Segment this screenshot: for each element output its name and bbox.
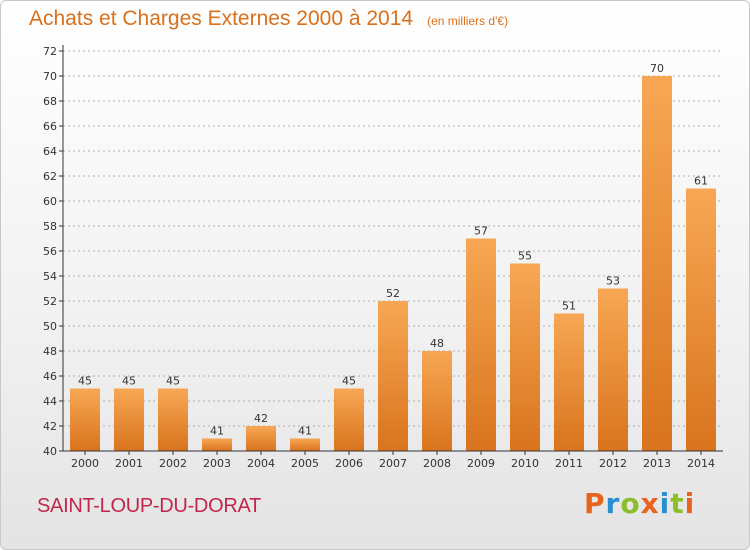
bar-2004 — [246, 426, 276, 451]
bar-2011 — [554, 313, 584, 451]
bars — [70, 76, 716, 451]
y-tick-label-48: 48 — [43, 345, 57, 358]
value-label-2002: 45 — [166, 375, 180, 388]
bar-2009 — [466, 238, 496, 451]
value-label-2003: 41 — [210, 425, 224, 438]
x-tick-label-2004: 2004 — [247, 457, 275, 470]
brand-letter: t — [670, 487, 685, 520]
value-label-2009: 57 — [474, 225, 488, 238]
bar-2013 — [642, 76, 672, 451]
x-tick-label-2010: 2010 — [511, 457, 539, 470]
bar-2002 — [158, 388, 188, 451]
y-tick-label-42: 42 — [43, 420, 57, 433]
value-label-2007: 52 — [386, 287, 400, 300]
value-label-2012: 53 — [606, 275, 620, 288]
value-label-2014: 61 — [694, 175, 708, 188]
y-tick-label-64: 64 — [43, 145, 57, 158]
labels: 40 42 44 46 48 50 52 54 56 58 60 62 64 66 68 70 72 2000 45… — [43, 45, 715, 470]
bar-2007 — [378, 301, 408, 451]
y-tick-label-72: 72 — [43, 45, 57, 58]
y-tick-label-60: 60 — [43, 195, 57, 208]
x-tick-label-2000: 2000 — [71, 457, 99, 470]
title-row: Achats et Charges Externes 2000 à 2014 (… — [29, 7, 508, 31]
x-tick-label-2009: 2009 — [467, 457, 495, 470]
bar-2000 — [70, 388, 100, 451]
value-label-2004: 42 — [254, 412, 268, 425]
brand-letter: o — [620, 487, 641, 520]
y-tick-label-44: 44 — [43, 395, 57, 408]
value-label-2010: 55 — [518, 250, 532, 263]
y-tick-label-68: 68 — [43, 95, 57, 108]
bar-2001 — [114, 388, 144, 451]
x-tick-label-2013: 2013 — [643, 457, 671, 470]
bar-2014 — [686, 188, 716, 451]
x-tick-label-2007: 2007 — [379, 457, 407, 470]
bar-2003 — [202, 438, 232, 451]
brand-letter: r — [605, 487, 621, 520]
x-tick-label-2008: 2008 — [423, 457, 451, 470]
value-label-2005: 41 — [298, 425, 312, 438]
value-label-2008: 48 — [430, 337, 444, 350]
x-tick-label-2006: 2006 — [335, 457, 363, 470]
y-tick-label-40: 40 — [43, 445, 57, 458]
brand-letter: i — [659, 487, 671, 520]
brand-logo: Proxiti — [584, 487, 695, 520]
value-label-2001: 45 — [122, 375, 136, 388]
value-label-2011: 51 — [562, 300, 576, 313]
y-tick-label-70: 70 — [43, 70, 57, 83]
x-tick-label-2014: 2014 — [687, 457, 715, 470]
x-tick-label-2003: 2003 — [203, 457, 231, 470]
bar-2005 — [290, 438, 320, 451]
x-tick-label-2012: 2012 — [599, 457, 627, 470]
x-tick-label-2011: 2011 — [555, 457, 583, 470]
y-tick-label-52: 52 — [43, 295, 57, 308]
value-label-2013: 70 — [650, 62, 664, 75]
value-label-2000: 45 — [78, 375, 92, 388]
value-label-2006: 45 — [342, 375, 356, 388]
y-tick-label-66: 66 — [43, 120, 57, 133]
bar-2010 — [510, 263, 540, 451]
x-tick-label-2005: 2005 — [291, 457, 319, 470]
bar-2008 — [422, 351, 452, 451]
brand-letter: i — [684, 487, 696, 520]
brand-letter: P — [584, 487, 606, 520]
y-tick-label-46: 46 — [43, 370, 57, 383]
chart-title: Achats et Charges Externes 2000 à 2014 — [29, 7, 414, 30]
y-tick-label-62: 62 — [43, 170, 57, 183]
place-name: SAINT-LOUP-DU-DORAT — [37, 495, 261, 517]
x-tick-label-2001: 2001 — [115, 457, 143, 470]
brand-letter: x — [640, 487, 660, 520]
y-tick-label-54: 54 — [43, 270, 57, 283]
y-tick-label-50: 50 — [43, 320, 57, 333]
chart-unit: (en milliers d'€) — [427, 14, 509, 28]
axes — [59, 45, 723, 455]
bar-2006 — [334, 388, 364, 451]
x-tick-label-2002: 2002 — [159, 457, 187, 470]
y-tick-label-56: 56 — [43, 245, 57, 258]
bar-2012 — [598, 288, 628, 451]
y-tick-label-58: 58 — [43, 220, 57, 233]
